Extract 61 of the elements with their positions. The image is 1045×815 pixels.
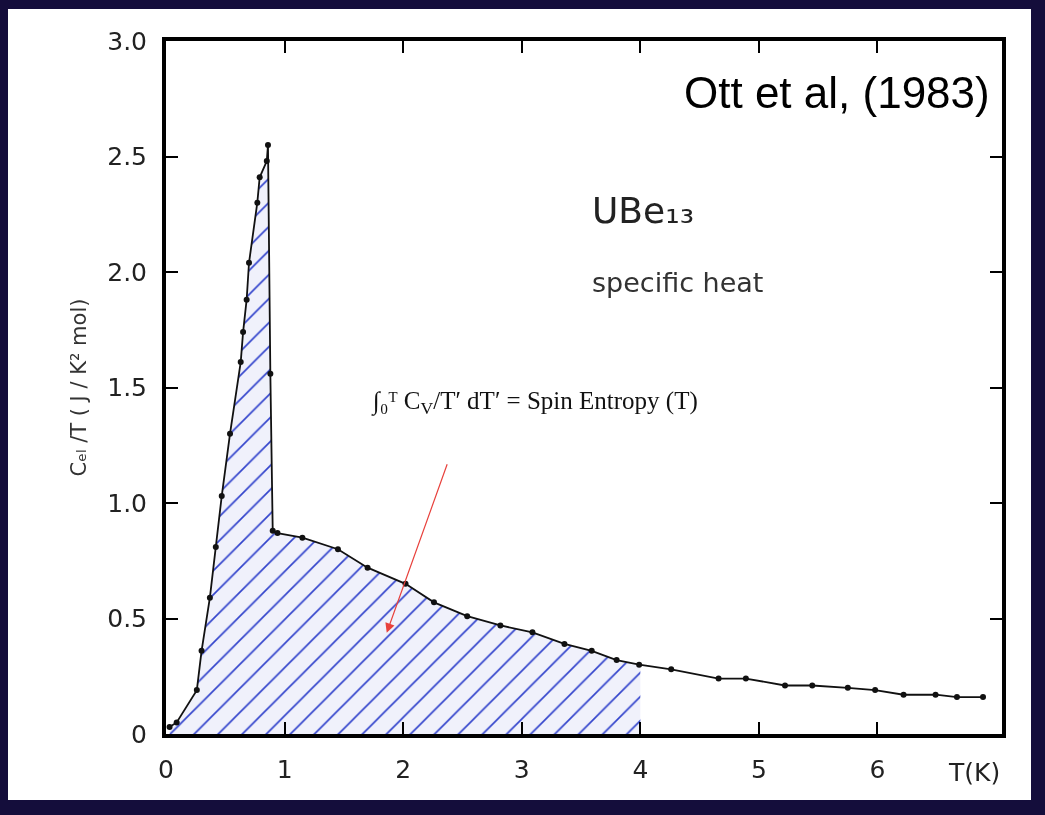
point [267,370,274,377]
point [240,329,247,336]
point [715,675,722,682]
point [254,199,261,206]
point [173,719,180,726]
point [212,543,219,550]
annotation: UBe₁₃ [592,190,695,231]
point [263,158,270,165]
y-tick-label: 1.5 [107,373,147,403]
x-tick-label: 6 [869,755,886,784]
point [872,687,879,694]
point [668,666,675,673]
x-tick-label: 2 [395,755,412,784]
y-tick-label: 3.0 [107,26,147,56]
point [166,724,173,731]
point [243,296,250,303]
y-axis-title: Cₑₗ /T ( J / K² mol) [66,298,91,477]
point [334,546,341,553]
point [809,682,816,689]
point [364,564,371,571]
y-tick-label: 1.0 [107,488,147,518]
point [844,684,851,691]
point [218,493,225,500]
annotation: ∫₀ᵀ C$_{V}$/T′ dT′ = Spin Entropy (T) [371,387,698,419]
point [246,259,253,266]
point [430,599,437,606]
point [264,141,271,148]
point [932,691,939,698]
x-tick-label: 4 [632,755,649,784]
point [256,174,263,181]
x-tick-label: 1 [276,755,293,784]
point [193,687,200,694]
point [237,359,244,366]
point [900,691,907,698]
y-tick-label: 0.5 [107,604,147,634]
y-tick-label: 2.5 [107,142,147,172]
x-tick-label: 5 [750,755,767,784]
point [980,694,987,701]
point [636,661,643,668]
point [588,647,595,654]
point [206,594,213,601]
point [299,534,306,541]
point [782,682,788,689]
point [953,694,960,701]
annotation: Ott et al, (1983) [684,68,990,117]
point [227,430,234,437]
y-tick-label: 0 [131,719,147,749]
point [497,622,504,629]
point [464,613,471,620]
point [613,657,620,664]
point [274,530,281,537]
x-tick-label: 3 [513,755,530,784]
point [198,647,205,654]
annotation: specific heat [592,267,764,298]
point [742,675,749,682]
point [529,629,536,636]
x-tick-label: 0 [158,755,174,784]
point [269,527,276,534]
x-axis-title: T(K) [948,758,1001,787]
y-tick-label: 2.0 [107,257,147,287]
point [561,640,568,647]
